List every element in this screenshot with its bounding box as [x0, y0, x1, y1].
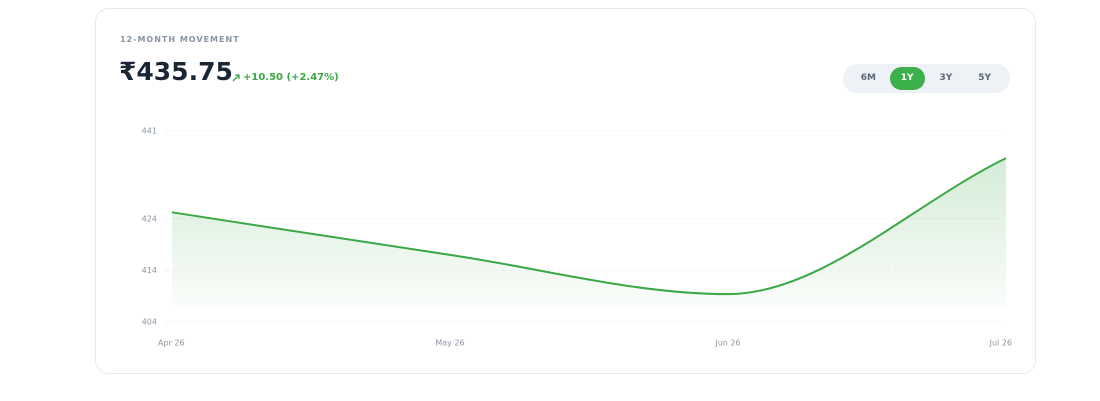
line: [171, 157, 1007, 296]
range-button[interactable]: 1Y: [889, 67, 925, 90]
range-button[interactable]: 3Y: [939, 73, 953, 83]
x-tick-label: Jul 26: [989, 339, 1012, 348]
range-button[interactable]: 5Y: [978, 73, 992, 83]
arrow-icon: [232, 73, 240, 81]
y-tick-label: 424: [142, 214, 157, 223]
x-tick-label: Jun 26: [714, 339, 740, 348]
x-tick-label: May 26: [435, 339, 464, 348]
range-selector: 6M 1Y 3Y 5Y: [843, 64, 1010, 93]
y-tick-label: 404: [142, 318, 157, 327]
x-tick-label: Apr 26: [158, 339, 185, 348]
section-label: 12-MONTH MOVEMENT: [120, 35, 240, 44]
price: ₹435.75: [119, 57, 233, 86]
range-button[interactable]: 6M: [860, 73, 876, 83]
y-tick-label: 414: [142, 266, 157, 275]
area: [172, 158, 1006, 308]
y-tick-label: 441: [142, 127, 157, 136]
change: +10.50 (+2.47%): [232, 72, 339, 83]
change-text: +10.50 (+2.47%): [243, 72, 339, 83]
